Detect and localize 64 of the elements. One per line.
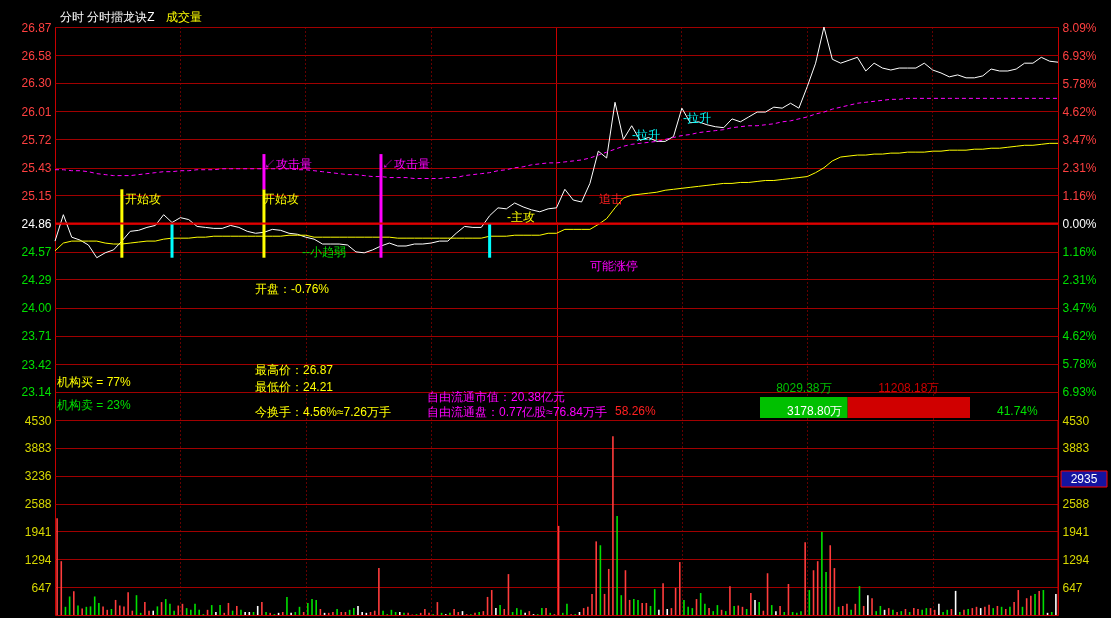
y-tick-label: 3883 xyxy=(24,441,52,456)
bar xyxy=(488,223,492,258)
y2-tick-label: 1294 xyxy=(1062,552,1090,567)
y-tick-label: 647 xyxy=(31,580,52,595)
y-tick-label: 23.42 xyxy=(21,357,52,372)
y-tick-label: 26.30 xyxy=(21,76,52,91)
y-tick-label: 2588 xyxy=(24,497,52,512)
chart-subtitle: 成交量 xyxy=(166,10,202,24)
y2-tick-label: 5.78% xyxy=(1062,357,1097,372)
y-tick-label: 24.29 xyxy=(21,272,52,287)
y2-tick-label: 1941 xyxy=(1062,524,1090,539)
annotation: ↙攻击量 xyxy=(264,157,312,171)
annotation: 最低价：24.21 xyxy=(255,380,334,394)
annotation: 今换手：4.56%≈7.26万手 xyxy=(255,405,391,419)
chart-title: 分时 分时擂龙诀Z xyxy=(60,10,155,24)
y2-tick-label: 6.93% xyxy=(1062,385,1097,400)
data-label: 8029.38万 xyxy=(776,381,832,395)
annotation: 最高价：26.87 xyxy=(255,363,334,377)
annotation: 58.26% xyxy=(615,404,657,418)
y-tick-label: 4530 xyxy=(24,413,52,428)
y2-tick-label: 2.31% xyxy=(1062,273,1097,288)
y-tick-label: 26.58 xyxy=(21,48,52,63)
y-tick-label: 1941 xyxy=(24,524,52,539)
annotation: 机构卖 = 23% xyxy=(57,398,132,412)
y-tick-label: 25.43 xyxy=(21,161,52,176)
annotation: 开盘：-0.76% xyxy=(255,282,330,296)
y-tick-label: 3236 xyxy=(24,469,52,484)
y-tick-label: 25.72 xyxy=(21,132,52,147)
y2-tick-label: 1.16% xyxy=(1062,188,1097,203)
y2-tick-label: 4530 xyxy=(1062,413,1090,428)
y-tick-label: 26.87 xyxy=(21,20,52,35)
y2-tick-label: 2588 xyxy=(1062,497,1090,512)
y-tick-label: 24.00 xyxy=(21,301,52,316)
y2-tick-label: 8.09% xyxy=(1062,20,1097,35)
y2-tick-label: 3883 xyxy=(1062,441,1090,456)
y2-tick-label: 3.47% xyxy=(1062,301,1097,316)
y2-tick-label: 5.78% xyxy=(1062,76,1097,91)
data-label: 11208.18万 xyxy=(878,381,940,395)
annotation: 机构买 = 77% xyxy=(57,375,132,389)
y-tick-label: 24.86 xyxy=(21,217,52,231)
y2-tick-label: 2.31% xyxy=(1062,160,1097,175)
annotation: 开始攻 xyxy=(125,192,161,206)
y-tick-label: 23.14 xyxy=(21,385,52,400)
y-tick-label: 1294 xyxy=(24,552,52,567)
y2-tick-label: 647 xyxy=(1062,580,1083,595)
y2-tick-label: 6.93% xyxy=(1062,48,1097,63)
text: 2935 xyxy=(1070,472,1098,486)
y2-tick-label: 0.00% xyxy=(1062,217,1097,231)
annotation: 可能涨停 xyxy=(590,259,638,273)
y-tick-label: 26.01 xyxy=(21,104,52,119)
annotation: 41.74% xyxy=(997,404,1039,418)
y2-tick-label: 4.62% xyxy=(1062,104,1097,119)
annotation: ↙攻击量 xyxy=(382,157,430,171)
y2-tick-label: 3.47% xyxy=(1062,132,1097,147)
y-tick-label: 25.15 xyxy=(21,188,52,203)
y2-tick-label: 1.16% xyxy=(1062,245,1097,260)
y2-tick-label: 4.62% xyxy=(1062,329,1097,344)
bar xyxy=(170,223,174,258)
annotation: -主攻 xyxy=(507,210,535,224)
annotation: 3178.80万 xyxy=(787,404,843,418)
y-tick-label: 23.71 xyxy=(21,329,52,344)
y-tick-label: 24.57 xyxy=(21,245,52,260)
line-series xyxy=(54,26,1059,259)
annotation: 追击 xyxy=(599,192,623,206)
